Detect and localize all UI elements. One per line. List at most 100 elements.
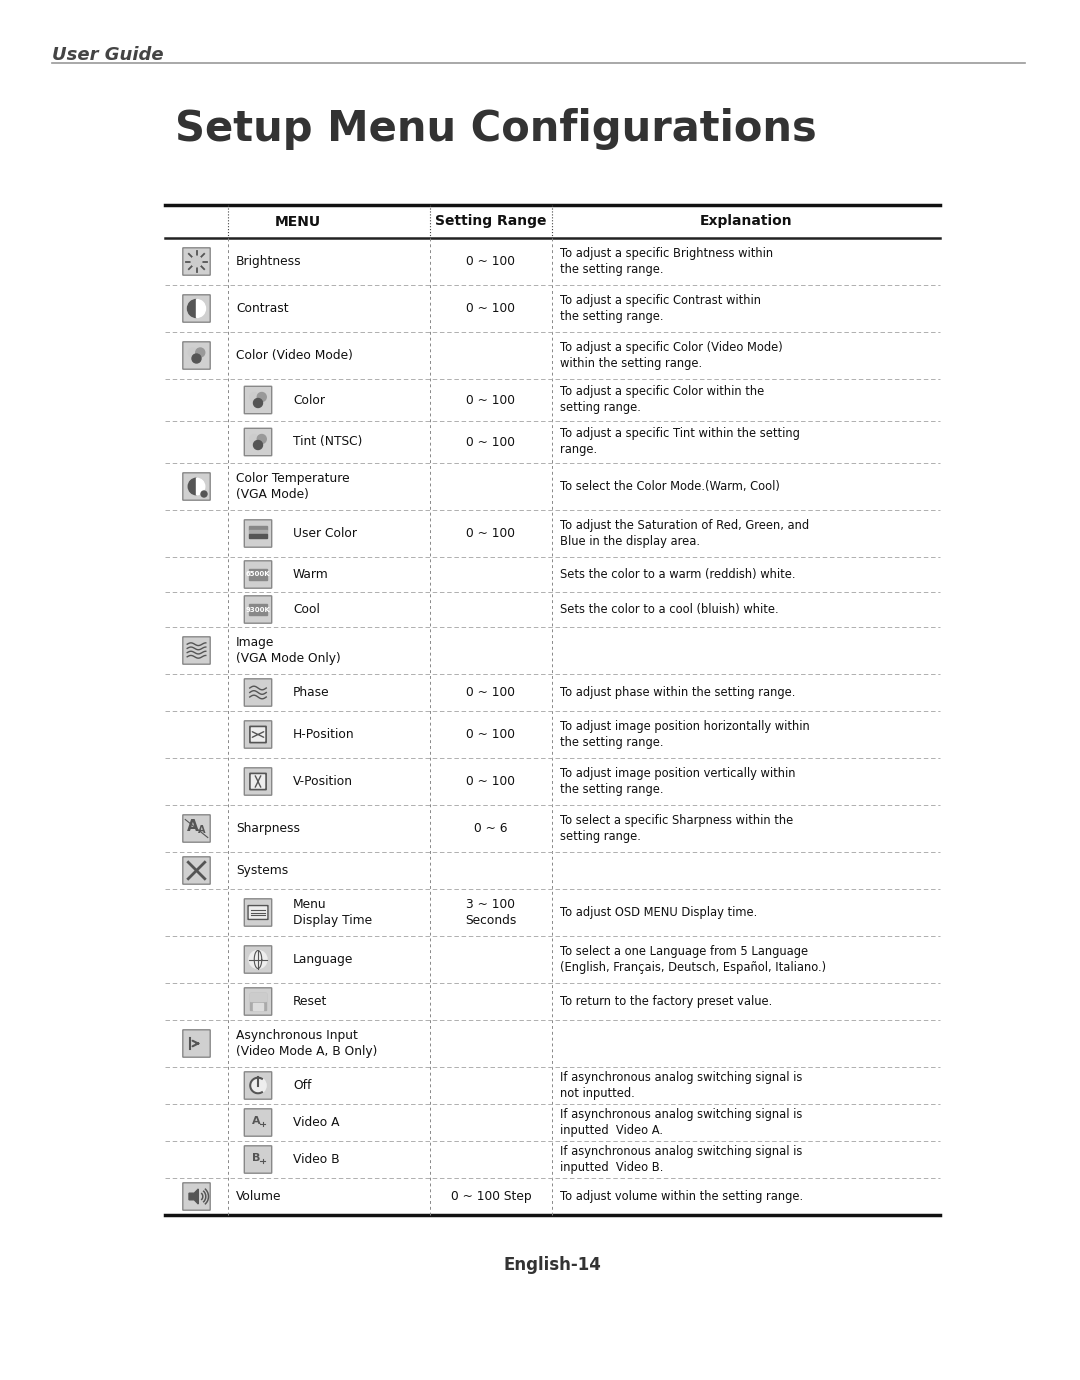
Text: To select a one Language from 5 Language
(English, Français, Deutsch, Español, I: To select a one Language from 5 Language…: [561, 945, 826, 974]
Wedge shape: [188, 299, 197, 317]
Text: Asynchronous Input
(Video Mode A, B Only): Asynchronous Input (Video Mode A, B Only…: [237, 1029, 377, 1058]
Text: Menu
Display Time: Menu Display Time: [293, 898, 373, 927]
Text: Image
(VGA Mode Only): Image (VGA Mode Only): [237, 636, 341, 665]
Text: Volume: Volume: [237, 1190, 282, 1203]
Text: To adjust a specific Color within the
setting range.: To adjust a specific Color within the se…: [561, 385, 765, 414]
Text: To adjust image position vertically within
the setting range.: To adjust image position vertically with…: [561, 767, 796, 796]
Text: Cool: Cool: [293, 603, 320, 615]
Text: 3 ~ 100
Seconds: 3 ~ 100 Seconds: [465, 898, 516, 927]
Text: English-14: English-14: [503, 1256, 602, 1274]
Bar: [248, 526, 268, 530]
Text: Tint (NTSC): Tint (NTSC): [293, 436, 363, 448]
FancyBboxPatch shape: [248, 905, 268, 919]
FancyBboxPatch shape: [244, 596, 272, 624]
Bar: [253, 1003, 262, 1010]
Circle shape: [201, 491, 207, 497]
Text: If asynchronous analog switching signal is
inputted  Video B.: If asynchronous analog switching signal …: [561, 1145, 802, 1174]
Text: H-Position: H-Position: [293, 729, 354, 741]
FancyBboxPatch shape: [249, 773, 266, 789]
Text: Explanation: Explanation: [700, 214, 793, 229]
Text: 0 ~ 100: 0 ~ 100: [467, 393, 515, 407]
Bar: [248, 530, 268, 534]
Text: 0 ~ 100: 0 ~ 100: [467, 302, 515, 315]
FancyBboxPatch shape: [244, 945, 272, 973]
Text: Video A: Video A: [293, 1116, 339, 1129]
FancyBboxPatch shape: [249, 726, 266, 742]
Bar: [248, 534, 268, 538]
FancyBboxPatch shape: [183, 1029, 211, 1057]
Text: User Color: User Color: [293, 527, 357, 540]
Text: User Guide: User Guide: [52, 46, 164, 63]
Text: To select a specific Sharpness within the
setting range.: To select a specific Sharpness within th…: [561, 814, 793, 843]
FancyBboxPatch shape: [244, 1145, 272, 1173]
Text: Video B: Video B: [293, 1154, 339, 1166]
Circle shape: [254, 399, 262, 407]
Text: Setup Menu Configurations: Setup Menu Configurations: [175, 108, 816, 150]
Circle shape: [188, 348, 198, 357]
Text: 0 ~ 100: 0 ~ 100: [467, 436, 515, 448]
Text: MENU: MENU: [274, 214, 321, 229]
Text: To adjust OSD MENU Display time.: To adjust OSD MENU Display time.: [561, 907, 757, 919]
FancyBboxPatch shape: [183, 248, 211, 275]
Text: To adjust phase within the setting range.: To adjust phase within the setting range…: [561, 686, 795, 700]
FancyBboxPatch shape: [183, 342, 211, 370]
FancyBboxPatch shape: [244, 520, 272, 548]
Text: Sharpness: Sharpness: [237, 822, 300, 835]
Text: To adjust a specific Brightness within
the setting range.: To adjust a specific Brightness within t…: [561, 247, 773, 276]
Circle shape: [249, 951, 267, 969]
Text: 0 ~ 6: 0 ~ 6: [474, 822, 508, 835]
FancyBboxPatch shape: [244, 428, 272, 455]
Text: Off: Off: [293, 1079, 311, 1092]
FancyBboxPatch shape: [183, 473, 211, 500]
Circle shape: [257, 435, 267, 443]
Text: Sets the color to a warm (reddish) white.: Sets the color to a warm (reddish) white…: [561, 569, 796, 581]
Circle shape: [249, 392, 259, 402]
Text: Color: Color: [293, 393, 325, 407]
Circle shape: [192, 355, 201, 363]
FancyBboxPatch shape: [244, 1108, 272, 1136]
Text: A: A: [187, 818, 199, 834]
Wedge shape: [197, 299, 205, 317]
Text: 6500K: 6500K: [245, 571, 270, 577]
Text: To return to the factory preset value.: To return to the factory preset value.: [561, 995, 772, 1007]
FancyBboxPatch shape: [244, 720, 272, 748]
Text: Color Temperature
(VGA Mode): Color Temperature (VGA Mode): [237, 472, 350, 501]
Bar: [249, 994, 267, 1000]
Circle shape: [251, 1078, 266, 1093]
Text: 9300K: 9300K: [245, 606, 270, 613]
Text: To adjust volume within the setting range.: To adjust volume within the setting rang…: [561, 1190, 804, 1203]
Text: Language: Language: [293, 954, 353, 966]
Text: 0 ~ 100 Step: 0 ~ 100 Step: [450, 1190, 531, 1203]
Text: To adjust image position horizontally within
the setting range.: To adjust image position horizontally wi…: [561, 720, 810, 749]
Text: 0 ~ 100: 0 ~ 100: [467, 776, 515, 788]
FancyBboxPatch shape: [244, 767, 272, 795]
Text: Contrast: Contrast: [237, 302, 288, 315]
Text: Setting Range: Setting Range: [435, 214, 546, 229]
Circle shape: [254, 440, 262, 450]
Text: To adjust a specific Color (Video Mode)
within the setting range.: To adjust a specific Color (Video Mode) …: [561, 341, 783, 370]
FancyBboxPatch shape: [244, 560, 272, 588]
FancyBboxPatch shape: [244, 898, 272, 926]
Text: Brightness: Brightness: [237, 255, 301, 268]
Circle shape: [191, 257, 202, 266]
FancyBboxPatch shape: [183, 1183, 211, 1210]
Text: To adjust a specific Tint within the setting
range.: To adjust a specific Tint within the set…: [561, 428, 800, 457]
Text: Color (Video Mode): Color (Video Mode): [237, 349, 353, 362]
FancyBboxPatch shape: [244, 988, 272, 1016]
Text: A: A: [199, 825, 206, 835]
Text: B: B: [252, 1154, 260, 1163]
Text: Phase: Phase: [293, 686, 329, 700]
Bar: [249, 994, 267, 1010]
Text: A: A: [252, 1116, 260, 1126]
Text: If asynchronous analog switching signal is
inputted  Video A.: If asynchronous analog switching signal …: [561, 1108, 802, 1137]
Text: If asynchronous analog switching signal is
not inputted.: If asynchronous analog switching signal …: [561, 1071, 802, 1100]
Bar: [248, 569, 268, 580]
Circle shape: [257, 392, 267, 402]
Text: 0 ~ 100: 0 ~ 100: [467, 729, 515, 741]
Text: Systems: Systems: [237, 864, 288, 878]
Text: Reset: Reset: [293, 995, 327, 1007]
Circle shape: [249, 435, 259, 443]
FancyBboxPatch shape: [183, 814, 211, 842]
Text: To select the Color Mode.(Warm, Cool): To select the Color Mode.(Warm, Cool): [561, 480, 780, 493]
FancyBboxPatch shape: [244, 679, 272, 707]
